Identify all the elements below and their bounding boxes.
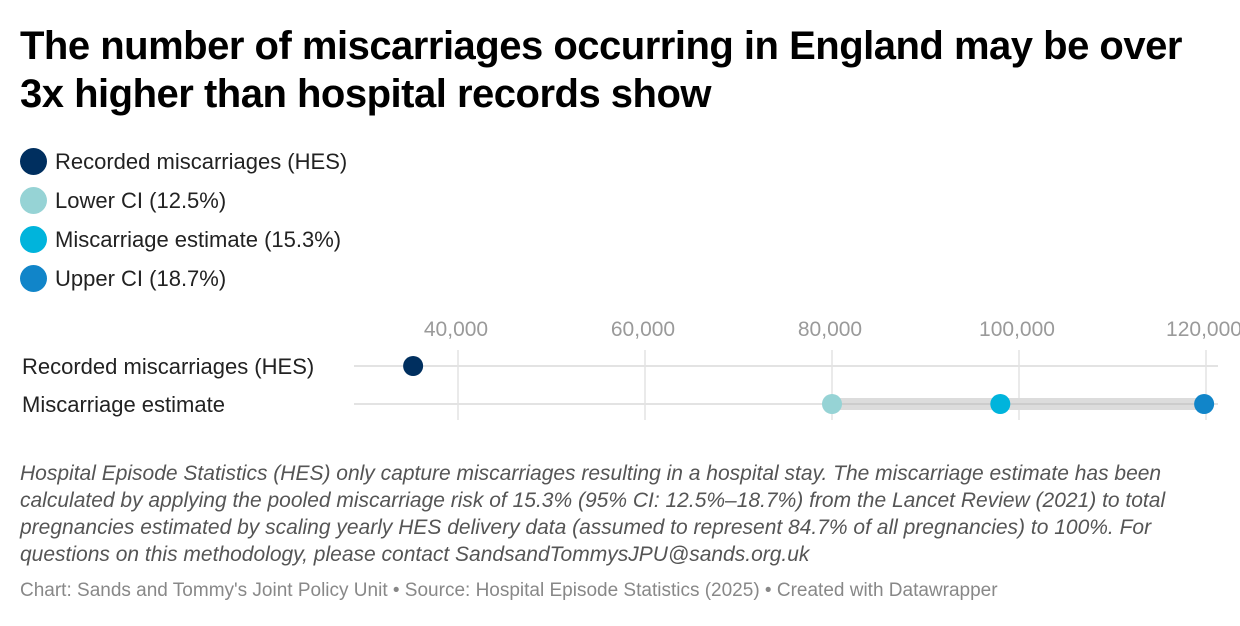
chart-notes: Hospital Episode Statistics (HES) only c… — [20, 462, 1166, 566]
legend-label: Upper CI (18.7%) — [55, 265, 227, 291]
chart-footer: Chart: Sands and Tommy's Joint Policy Un… — [20, 580, 998, 601]
legend-item: Recorded miscarriages (HES) — [20, 142, 347, 181]
legend-item: Upper CI (18.7%) — [20, 259, 347, 298]
legend-item: Lower CI (12.5%) — [20, 181, 347, 220]
tick-label: 100,000 — [979, 318, 1055, 341]
data-point — [403, 356, 424, 376]
legend-label: Miscarriage estimate (15.3%) — [55, 226, 342, 252]
data-point — [822, 394, 842, 414]
legend-label: Recorded miscarriages (HES) — [55, 148, 348, 174]
legend-item: Miscarriage estimate (15.3%) — [20, 220, 347, 259]
legend: Recorded miscarriages (HES) Lower CI (12… — [20, 142, 347, 298]
row-label: Recorded miscarriages (HES) — [22, 354, 314, 379]
legend-dot — [20, 265, 47, 292]
legend-label: Lower CI (12.5%) — [55, 187, 227, 213]
row-label: Miscarriage estimate — [22, 392, 225, 417]
tick-label: 40,000 — [424, 318, 488, 341]
legend-dot — [20, 148, 47, 175]
legend-dot — [20, 226, 47, 253]
data-point — [1194, 394, 1215, 414]
tick-label: 80,000 — [798, 318, 862, 341]
data-point — [990, 394, 1011, 414]
legend-dot — [20, 187, 47, 214]
range-plot: 40,000 60,000 80,000 100,000 120,000 Recorded… — [22, 318, 1240, 420]
chart-title: The number of miscarriages occurring in … — [20, 24, 1182, 116]
tick-label: 60,000 — [611, 318, 675, 341]
tick-label: 120,000 — [1166, 318, 1240, 341]
